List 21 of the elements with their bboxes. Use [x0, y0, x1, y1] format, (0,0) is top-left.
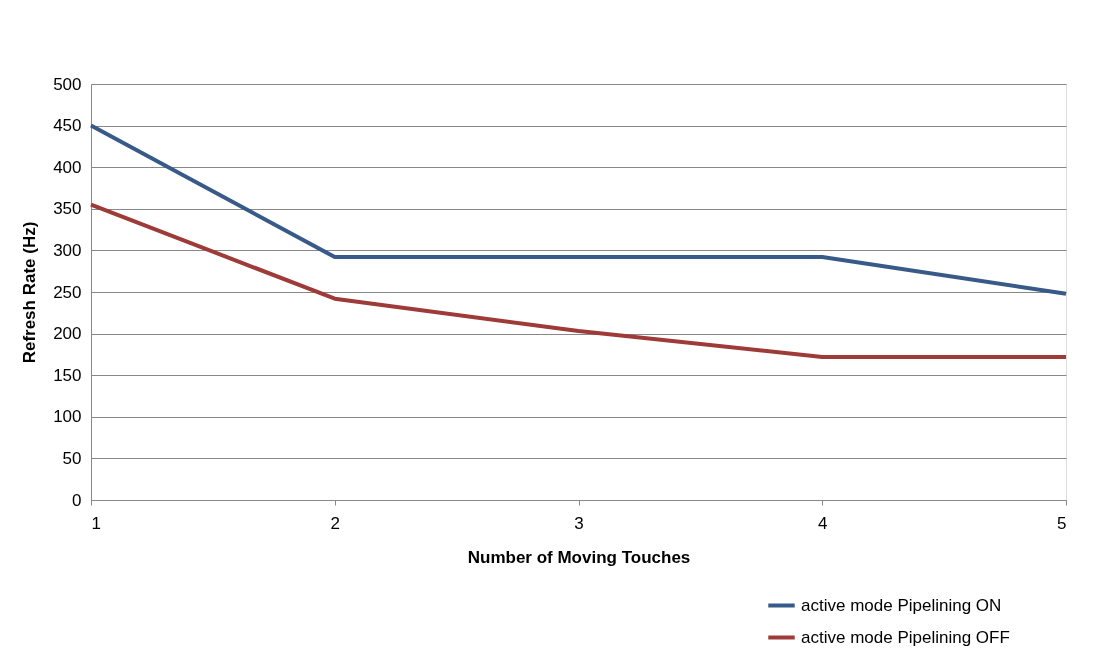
y-tick-label: 150	[53, 365, 82, 385]
y-tick-label: 350	[53, 199, 82, 219]
x-tick-label: 4	[818, 513, 828, 533]
y-tick-label: 0	[72, 490, 82, 510]
x-tick-label: 3	[574, 513, 584, 533]
x-tick-label: 1	[91, 513, 101, 533]
y-tick-label: 300	[53, 240, 82, 260]
y-tick-label: 200	[53, 324, 82, 344]
x-axis-title: Number of Moving Touches	[467, 547, 691, 567]
x-tick-label: 2	[330, 513, 340, 533]
legend-label: active mode Pipelining ON	[801, 595, 1002, 615]
line-series	[89, 202, 1068, 359]
y-tick-label: 450	[53, 116, 82, 136]
y-tick-label: 500	[53, 74, 82, 94]
y-axis-title: Refresh Rate (Hz)	[20, 221, 40, 364]
y-tick-label: 50	[62, 448, 82, 468]
y-tick-label: 400	[53, 157, 82, 177]
y-tick-label: 100	[53, 407, 82, 427]
legend-label: active mode Pipelining OFF	[801, 627, 1010, 647]
x-tick-label: 5	[1057, 513, 1067, 533]
y-tick-label: 250	[53, 282, 82, 302]
